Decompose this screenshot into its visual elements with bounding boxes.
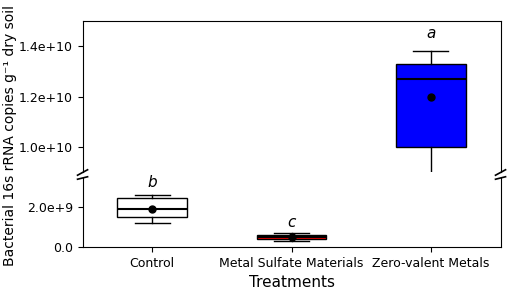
PathPatch shape [396, 64, 465, 147]
Text: b: b [148, 175, 157, 190]
PathPatch shape [396, 0, 465, 50]
Text: c: c [287, 215, 296, 230]
Text: Bacterial 16s rRNA copies g⁻¹ dry soil: Bacterial 16s rRNA copies g⁻¹ dry soil [3, 5, 18, 266]
PathPatch shape [257, 234, 326, 239]
X-axis label: Treatments: Treatments [249, 275, 334, 290]
Text: a: a [426, 26, 436, 41]
PathPatch shape [118, 198, 187, 217]
